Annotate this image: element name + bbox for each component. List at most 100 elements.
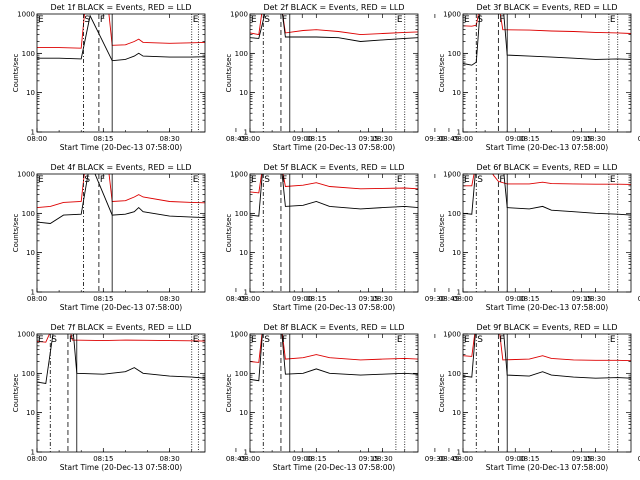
plot-frame xyxy=(249,13,419,133)
x-tick-label: 08:45 xyxy=(439,135,459,143)
marker-e-end: E xyxy=(610,335,616,345)
y-tick-label: 10 xyxy=(239,409,248,417)
marker-f: F xyxy=(69,335,74,345)
plot-frame xyxy=(462,333,632,453)
marker-s: S xyxy=(264,335,270,345)
lld-line xyxy=(463,14,631,34)
y-tick-label: 10 xyxy=(452,249,461,257)
marker-f: F xyxy=(499,15,504,25)
x-tick-label: 08:15 xyxy=(306,455,326,463)
x-tick-label: 08:45 xyxy=(226,455,246,463)
marker-s: S xyxy=(477,175,483,185)
x-tick-label: 09:15 xyxy=(571,135,591,143)
events-line xyxy=(37,14,205,62)
marker-e-start: E xyxy=(38,335,44,345)
y-tick-label: 1000 xyxy=(443,11,461,19)
y-tick-label: 10 xyxy=(452,89,461,97)
marker-f: F xyxy=(100,15,105,25)
y-tick-label: 1000 xyxy=(230,171,248,179)
marker-e-end: E xyxy=(397,335,403,345)
x-tick-label: 08:00 xyxy=(27,295,47,303)
x-tick-label: 09:00 xyxy=(292,295,312,303)
panel-title: Det 6f BLACK = Events, RED = LLD xyxy=(476,163,617,172)
lld-line xyxy=(37,334,205,343)
x-tick-label: 09:00 xyxy=(292,455,312,463)
y-tick-label: 10 xyxy=(26,409,35,417)
marker-f: F xyxy=(282,335,287,345)
marker-s: S xyxy=(51,335,57,345)
x-tick-label: 08:15 xyxy=(519,455,539,463)
x-tick-label: 09:30 xyxy=(638,295,640,303)
x-tick-label: 08:00 xyxy=(27,455,47,463)
x-tick-label: 09:00 xyxy=(505,455,525,463)
panel-title: Det 7f BLACK = Events, RED = LLD xyxy=(50,323,191,332)
events-line xyxy=(37,334,205,385)
lld-line xyxy=(37,174,205,209)
x-tick-label: 08:45 xyxy=(226,295,246,303)
plot-frame xyxy=(462,173,632,293)
x-tick-label: 09:00 xyxy=(505,295,525,303)
y-tick-label: 100 xyxy=(235,50,248,58)
lld-line xyxy=(250,334,418,363)
y-tick-label: 1 xyxy=(31,449,35,457)
marker-f: F xyxy=(100,175,105,185)
x-tick-label: 09:15 xyxy=(358,135,378,143)
x-axis-title: Start Time (20-Dec-13 07:58:00) xyxy=(273,463,395,472)
x-axis-title: Start Time (20-Dec-13 07:58:00) xyxy=(486,463,608,472)
x-tick-label: 09:15 xyxy=(358,455,378,463)
y-axis-title: Counts/sec xyxy=(12,214,20,253)
y-axis-title: Counts/sec xyxy=(225,54,233,93)
x-tick-label: 08:30 xyxy=(160,295,180,303)
y-axis-title: Counts/sec xyxy=(438,54,446,93)
x-tick-label: 09:15 xyxy=(571,455,591,463)
panel-title: Det 5f BLACK = Events, RED = LLD xyxy=(263,163,404,172)
panel-title: Det 1f BLACK = Events, RED = LLD xyxy=(50,3,191,12)
x-tick-label: 08:00 xyxy=(240,135,260,143)
x-axis-title: Start Time (20-Dec-13 07:58:00) xyxy=(273,143,395,152)
y-tick-label: 100 xyxy=(448,370,461,378)
y-tick-label: 10 xyxy=(26,89,35,97)
x-tick-label: 08:30 xyxy=(586,135,606,143)
marker-f: F xyxy=(282,175,287,185)
x-tick-label: 08:30 xyxy=(160,455,180,463)
marker-e-start: E xyxy=(464,175,470,185)
x-axis-title: Start Time (20-Dec-13 07:58:00) xyxy=(60,303,182,312)
y-tick-label: 10 xyxy=(452,409,461,417)
y-axis-title: Counts/sec xyxy=(438,214,446,253)
y-tick-label: 100 xyxy=(22,50,35,58)
x-tick-label: 08:30 xyxy=(373,295,393,303)
x-tick-label: 08:30 xyxy=(586,455,606,463)
marker-e-end: E xyxy=(610,15,616,25)
x-tick-label: 08:15 xyxy=(93,455,113,463)
y-tick-label: 10 xyxy=(26,249,35,257)
lld-line xyxy=(250,14,418,36)
plot-frame xyxy=(36,333,206,453)
events-line xyxy=(463,174,631,216)
x-tick-label: 08:00 xyxy=(453,135,473,143)
y-tick-label: 1 xyxy=(31,129,35,137)
x-tick-label: 08:00 xyxy=(453,295,473,303)
plot-frame xyxy=(36,13,206,133)
x-tick-label: 09:15 xyxy=(358,295,378,303)
y-tick-label: 100 xyxy=(22,370,35,378)
x-tick-label: 09:30 xyxy=(425,135,445,143)
x-tick-label: 08:45 xyxy=(439,455,459,463)
x-tick-label: 08:15 xyxy=(519,295,539,303)
y-tick-label: 100 xyxy=(448,210,461,218)
lld-line xyxy=(463,334,631,362)
y-tick-label: 1000 xyxy=(230,11,248,19)
events-line xyxy=(37,174,205,224)
x-tick-label: 09:30 xyxy=(425,455,445,463)
y-axis-title: Counts/sec xyxy=(12,54,20,93)
x-tick-label: 08:45 xyxy=(226,135,246,143)
marker-e-end: E xyxy=(193,15,199,25)
x-axis-title: Start Time (20-Dec-13 07:58:00) xyxy=(273,303,395,312)
lld-line xyxy=(37,14,205,49)
marker-e-end: E xyxy=(397,175,403,185)
marker-s: S xyxy=(84,175,90,185)
x-tick-label: 08:00 xyxy=(240,295,260,303)
